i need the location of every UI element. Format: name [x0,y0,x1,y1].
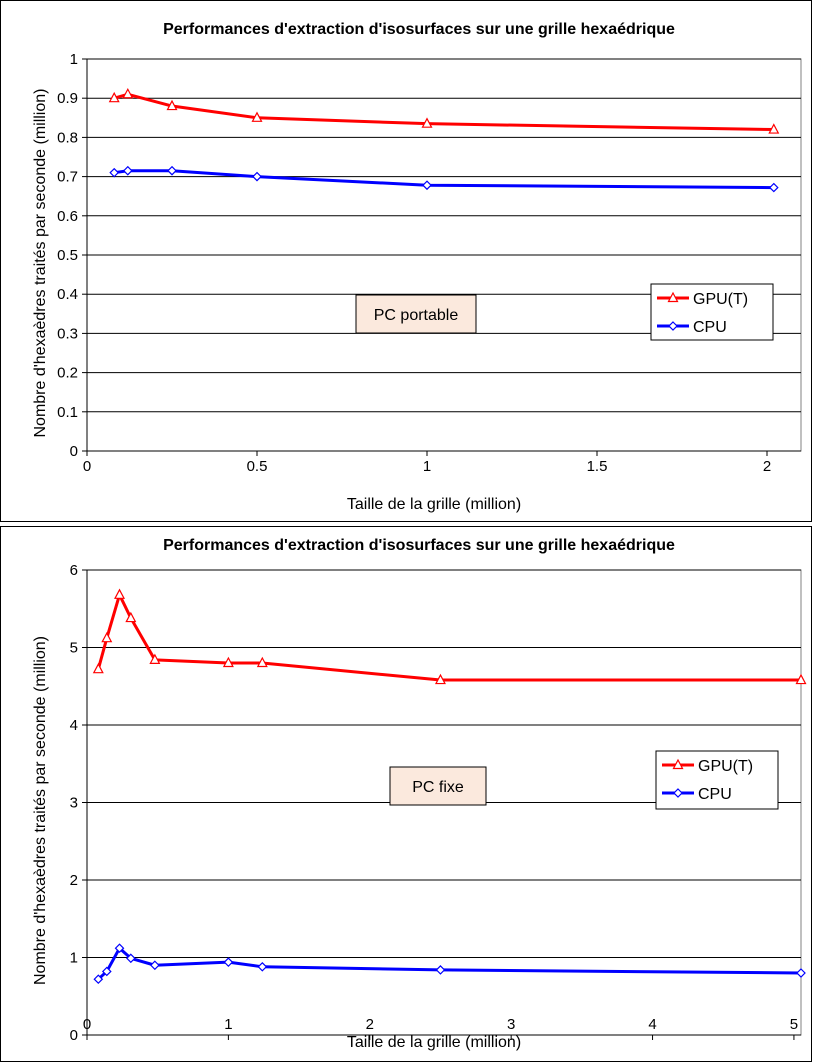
y-tick-label: 1 [70,950,78,967]
data-point-diamond [93,974,104,985]
y-tick-label: 3 [70,795,78,812]
y-tick-label: 1 [70,51,78,68]
annotation-box [355,294,477,334]
x-tick-label: 1 [224,1016,232,1033]
y-tick-label: 0.1 [57,404,78,421]
data-point-diamond [114,943,125,954]
legend-label: GPU(T) [693,291,748,308]
y-tick-label: 0.4 [57,286,78,303]
chart-panel-laptop: 0 0.1 0.2 0.3 0.4 0.5 0.6 0.7 0.8 0.9 1 0 0.5 1 1.5 2 Pe… [0,0,812,522]
data-point-diamond [252,171,262,182]
x-tick-label: 1 [423,458,431,475]
data-point-diamond [768,182,779,193]
data-point-triangle [149,653,161,664]
y-tick-label: 0.6 [57,208,78,225]
y-tick-label: 5 [70,640,78,657]
data-point-diamond [435,965,446,975]
chart-desktop: 0 1 2 3 4 5 6 0 1 2 3 4 5 Performances d'extraction d… [32,537,807,1051]
y-tick-label: 0.5 [57,247,78,264]
data-point-diamond [796,968,806,978]
data-point-diamond [125,953,136,964]
y-axis-title: Nombre d'hexaèdres traités par seconde (… [32,89,49,438]
data-point-triangle [768,123,780,134]
y-tick-label: 4 [70,717,78,734]
data-point-triangle [256,656,268,668]
y-tick-label: 0.2 [57,365,78,382]
legend-marker-triangle [667,291,679,303]
legend-marker-triangle [672,758,684,770]
data-point-triangle [122,87,134,99]
x-tick-label: 0 [83,458,91,475]
data-point-triangle [114,588,126,599]
x-tick-label: 2 [366,1016,374,1033]
x-tick-label: 5 [790,1016,798,1033]
data-point-triangle [434,673,446,685]
data-point-triangle [421,117,433,128]
data-point-diamond [101,966,112,977]
data-point-triangle [92,662,104,674]
legend [650,283,774,341]
data-point-diamond [109,167,120,178]
legend-label: GPU(T) [698,758,753,775]
data-point-triangle [251,111,263,122]
annotation-label: PC fixe [412,779,464,796]
chart-title: Performances d'extraction d'isosurfaces … [163,537,675,554]
y-tick-label: 0.7 [57,169,78,186]
annotation-label: PC portable [374,307,459,324]
x-tick-label: 0.5 [247,458,268,475]
data-point-triangle [222,656,234,668]
x-tick-label: 0 [83,1016,91,1033]
data-point-triangle [101,631,113,643]
x-axis-title: Taille de la grille (million) [347,1034,521,1051]
data-point-triangle [166,99,178,111]
x-axis-title: Taille de la grille (million) [347,496,521,513]
y-tick-label: 0.3 [57,325,78,342]
chart-panel-desktop: 0 1 2 3 4 5 6 0 1 2 3 4 5 Performances d'extraction d… [0,526,812,1062]
x-tick-label: 3 [507,1016,515,1033]
y-tick-label: 0.9 [57,90,78,107]
chart-laptop: 0 0.1 0.2 0.3 0.4 0.5 0.6 0.7 0.8 0.9 1 0 0.5 1 1.5 2 Pe… [32,21,802,513]
legend-label: CPU [693,319,727,336]
x-tick-label: 2 [763,458,771,475]
y-tick-label: 2 [70,872,78,889]
legend-marker-diamond [668,321,678,331]
y-tick-label: 0 [70,443,78,460]
data-point-diamond [122,165,133,176]
data-point-triangle [795,673,807,685]
chart-title: Performances d'extraction d'isosurfaces … [163,21,675,38]
data-point-diamond [167,165,177,176]
y-axis-title: Nombre d'hexaèdres traités par seconde (… [32,636,49,985]
annotation-box [389,766,487,806]
legend-label: CPU [698,786,732,803]
y-tick-label: 0.8 [57,129,78,146]
x-tick-label: 1.5 [587,458,608,475]
data-point-triangle [108,91,120,103]
data-point-diamond [150,960,160,971]
data-point-triangle [125,611,137,623]
legend-marker-diamond [673,788,683,798]
data-point-diamond [223,957,234,967]
data-point-diamond [422,180,432,191]
data-point-diamond [257,961,268,972]
y-tick-label: 0 [70,1027,78,1044]
legend [655,750,779,810]
x-tick-label: 4 [648,1016,656,1033]
y-tick-label: 6 [70,562,78,579]
